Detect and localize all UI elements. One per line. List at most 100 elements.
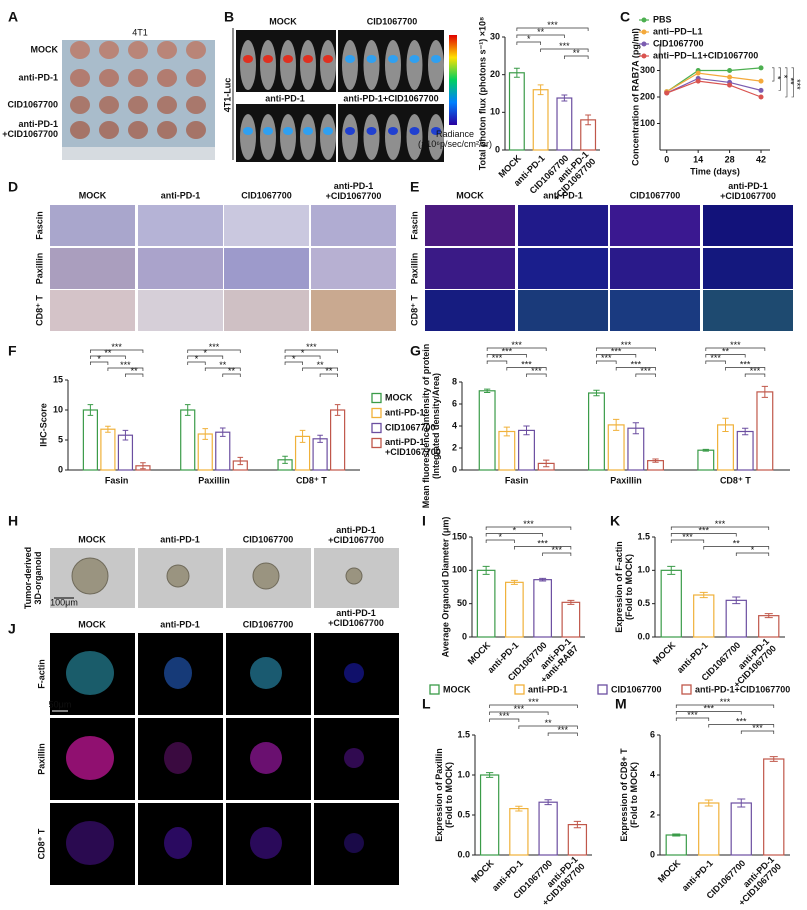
sig-bracket — [90, 349, 144, 353]
x-tick-label: CD8⁺ T — [720, 475, 751, 485]
y-tick-label: 1.0 — [637, 565, 650, 575]
y-tick-label: 10 — [490, 107, 500, 117]
sig-bracket — [744, 373, 766, 377]
mouse — [406, 114, 423, 160]
legend-swatch — [597, 684, 608, 695]
x-tick-label: Paxillin — [198, 475, 230, 485]
micrograph — [518, 290, 608, 331]
sig-label: * — [203, 348, 207, 358]
row-label: Paxillin — [36, 743, 46, 775]
sig-label: *** — [703, 703, 714, 713]
signal — [303, 55, 313, 63]
error-bar — [722, 417, 729, 432]
sig-bracket — [486, 360, 508, 364]
y-tick-label: 2 — [650, 809, 655, 819]
column-label: CID1067700 — [243, 534, 294, 544]
scale-bar-label: 100μm — [50, 597, 78, 607]
sig-bracket — [635, 373, 656, 377]
bar — [665, 834, 687, 856]
signal — [388, 55, 398, 63]
error-bar — [667, 565, 676, 575]
sig-label: *** — [601, 353, 612, 363]
sig-label: *** — [514, 704, 525, 714]
sig-bracket — [703, 546, 770, 550]
signal — [283, 127, 293, 135]
y-tick-label: 15 — [53, 374, 63, 384]
panel-letter: I — [422, 513, 426, 529]
error-bar — [742, 427, 749, 436]
panel-letter: G — [410, 343, 421, 359]
image-label: anti-PD-1+CID1067700 — [343, 93, 438, 103]
y-axis-label: Expression of Paxillin(Fold to MOCK) — [434, 748, 454, 842]
micrograph — [703, 248, 793, 289]
legend-label: CID1067700 — [385, 422, 436, 432]
sig-bracket — [778, 67, 781, 91]
legend-swatch — [371, 422, 382, 434]
error-bar — [510, 579, 518, 585]
sig-bracket — [107, 367, 144, 371]
side-label: 4T1-Luc — [222, 78, 232, 113]
row-label: CID1067700 — [7, 99, 58, 109]
legend-label: anti−PD−L1 — [653, 26, 703, 36]
mouse — [320, 114, 336, 160]
bar — [693, 594, 715, 638]
series-line — [666, 67, 762, 93]
bar — [312, 438, 328, 471]
sig-bracket — [705, 347, 766, 351]
sig-label: * — [195, 354, 199, 364]
tumor — [186, 96, 206, 114]
y-tick-label: 200 — [640, 91, 655, 101]
sig-bracket — [670, 539, 705, 543]
tumor — [128, 69, 148, 87]
y-tick-label: 150 — [452, 531, 467, 541]
sig-label: * — [292, 354, 296, 364]
column-label: CID1067700 — [243, 619, 294, 629]
point — [758, 87, 764, 93]
point — [695, 78, 701, 84]
tumor — [70, 69, 90, 87]
bar — [479, 774, 500, 856]
legend-label: CID1067700 — [653, 38, 704, 48]
sig-label: ** — [722, 346, 730, 356]
tumor — [70, 121, 90, 139]
sig-label: ** — [325, 366, 333, 376]
panel-letter: D — [8, 179, 18, 195]
mouse — [260, 114, 276, 160]
micrograph — [224, 205, 309, 246]
x-tick-label: CD8⁺ T — [296, 475, 327, 485]
sig-label: ** — [573, 48, 581, 58]
micrograph — [224, 290, 309, 331]
signal — [366, 55, 377, 63]
sig-bracket — [187, 349, 241, 353]
y-tick-label: 50 — [457, 598, 467, 608]
sig-bracket — [791, 67, 794, 98]
error-bar — [219, 427, 226, 437]
y-tick-label: 6 — [650, 729, 655, 739]
signal — [303, 127, 313, 135]
error-bar — [282, 455, 288, 464]
signal — [345, 127, 355, 135]
panel-letter: A — [8, 9, 18, 25]
mouse — [342, 40, 358, 90]
error-bar — [537, 84, 544, 96]
sig-bracket — [90, 361, 109, 365]
signal — [323, 55, 333, 63]
sig-bracket — [516, 41, 541, 45]
bar — [478, 390, 496, 471]
column-label: CID1067700 — [241, 190, 292, 200]
sig-bracket — [547, 732, 578, 736]
sig-bracket — [705, 360, 726, 364]
sig-label: *** — [547, 20, 558, 30]
panel-letter: B — [224, 9, 234, 25]
tumor — [157, 69, 177, 87]
y-axis-label: Expression of CD8+ T(Fold to MOCK) — [619, 748, 639, 842]
sig-bracket — [518, 725, 578, 729]
legend-swatch — [371, 407, 382, 419]
y-axis-label: Concentration of RAB7A (pg/ml) — [630, 28, 640, 166]
sig-label: ** — [104, 348, 112, 358]
bar — [561, 601, 581, 638]
row-label: anti-PD-1 — [18, 72, 58, 82]
tumor — [157, 121, 177, 139]
bar — [532, 89, 549, 151]
legend-label: anti-PD-1+CID1067700 — [385, 437, 441, 457]
